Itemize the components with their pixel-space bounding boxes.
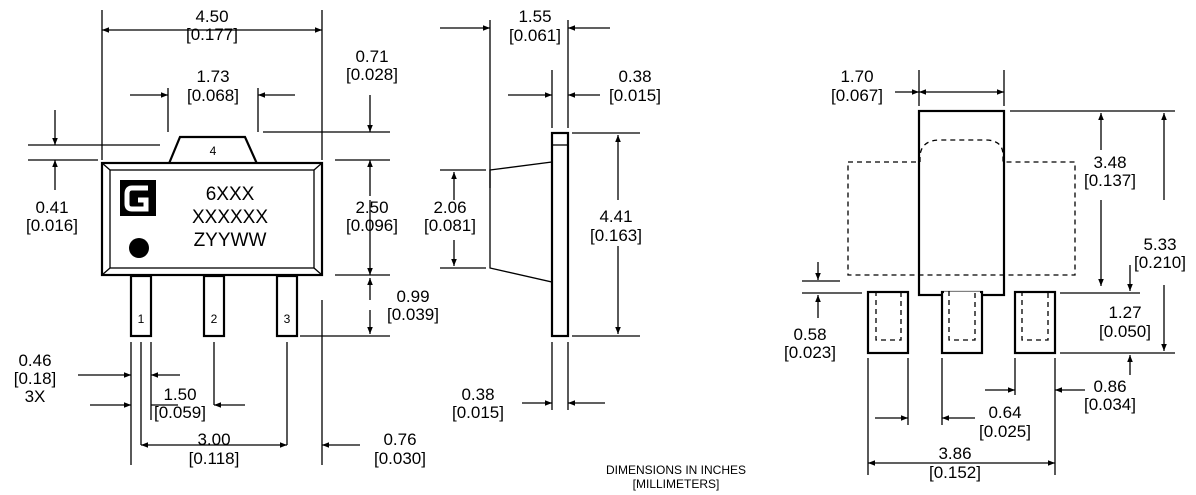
dim-pad-height-large-mm: 3.48 <box>1093 153 1126 172</box>
dim-pad-width-small-mm: 0.86 <box>1093 377 1126 396</box>
dim-body-width-mm: 4.50 <box>195 7 228 26</box>
dim-pad-width-large-mm: 1.70 <box>840 67 873 86</box>
dim-pad-gap-in: [0.025] <box>979 422 1031 441</box>
dim-lead-pitch-mm: 1.50 <box>163 385 196 404</box>
package-body-inner <box>109 169 315 269</box>
dim-body-taper-mm: 2.06 <box>433 198 466 217</box>
pad-large <box>917 109 1006 297</box>
dim-lead-pitch-in: [0.059] <box>154 403 206 422</box>
dim-lead-thickness-top-mm: 0.38 <box>618 67 651 86</box>
pad-center-lead <box>940 290 984 355</box>
dim-lead-width-qty: 3X <box>25 387 46 406</box>
dim-total-width-in: [0.152] <box>929 463 981 482</box>
dim-thickness-mm: 1.55 <box>518 7 551 26</box>
marking-line-1: 6XXX <box>206 184 255 205</box>
pad-small-2 <box>1013 290 1057 355</box>
dim-total-width-mm: 3.86 <box>938 444 971 463</box>
pin-label-1: 1 <box>138 312 145 326</box>
dim-tab-height-mm: 0.71 <box>355 47 388 66</box>
dim-lead-thickness-bottom-mm: 0.38 <box>461 385 494 404</box>
dim-overall-height-in: [0.163] <box>590 226 642 245</box>
side-view: 1.55 [0.061] 0.38 [0.015] 2.06 [0.081] 4… <box>424 7 661 422</box>
side-lead-frame <box>550 131 570 338</box>
dim-body-taper-in: [0.081] <box>424 216 476 235</box>
pin-label-3: 3 <box>284 312 291 326</box>
dim-pad-width-large-in: [0.067] <box>831 86 883 105</box>
package-outline-dashed <box>847 139 1076 276</box>
units-note-line-1: DIMENSIONS IN INCHES <box>606 463 746 477</box>
dim-tab-offset-in: [0.016] <box>26 216 78 235</box>
pin1-dot <box>129 238 149 258</box>
top-view: 4 6XXX XXXXXX ZYYWW 1 2 3 4.50 [0.177] 1… <box>14 7 439 468</box>
dim-lead-width-in: [0.18] <box>14 369 57 388</box>
dim-lead-edge-mm: 0.76 <box>383 430 416 449</box>
dim-total-height-mm: 5.33 <box>1143 235 1176 254</box>
dim-pad-height-small-in: [0.050] <box>1099 322 1151 341</box>
dim-tab-width-mm: 1.73 <box>196 67 229 86</box>
dim-tab-height-in: [0.028] <box>346 65 398 84</box>
marking-line-2: XXXXXX <box>192 207 268 228</box>
dim-lead-thickness-top-in: [0.015] <box>609 86 661 105</box>
dim-gap-in: [0.023] <box>784 343 836 362</box>
dim-lead-width-mm: 0.46 <box>18 351 51 370</box>
dim-pad-gap-mm: 0.64 <box>988 403 1021 422</box>
pin-label-4: 4 <box>210 144 217 158</box>
dim-lead-length-mm: 0.99 <box>396 287 429 306</box>
lead-1 <box>129 274 153 338</box>
pad-small-1 <box>866 290 910 355</box>
marking-line-3: ZYYWW <box>194 230 267 251</box>
dim-overall-height-mm: 4.41 <box>599 207 632 226</box>
pin-label-2: 2 <box>211 312 218 326</box>
dim-total-height-in: [0.210] <box>1134 253 1186 272</box>
dim-gap-mm: 0.58 <box>793 325 826 344</box>
dim-pad-width-small-in: [0.034] <box>1084 395 1136 414</box>
units-note-line-2: [MILLIMETERS] <box>633 477 720 491</box>
dim-tab-offset-mm: 0.41 <box>35 198 68 217</box>
company-logo-icon <box>120 180 156 216</box>
lead-2 <box>202 274 226 338</box>
dim-pad-height-large-in: [0.137] <box>1084 171 1136 190</box>
dim-body-height-in: [0.096] <box>346 216 398 235</box>
dim-tab-width-in: [0.068] <box>187 86 239 105</box>
side-body-taper <box>489 161 553 283</box>
dim-body-height-mm: 2.50 <box>355 198 388 217</box>
dim-lead-span-mm: 3.00 <box>197 430 230 449</box>
dim-pad-height-small-mm: 1.27 <box>1108 303 1141 322</box>
dim-lead-edge-in: [0.030] <box>374 449 426 468</box>
dim-lead-thickness-bottom-in: [0.015] <box>452 403 504 422</box>
lead-3 <box>275 274 299 338</box>
footprint-view: 1.70 [0.067] 3.48 [0.137] 5.33 [0.210] 0… <box>784 67 1186 482</box>
dim-lead-span-in: [0.118] <box>189 449 240 468</box>
dim-thickness-in: [0.061] <box>509 26 561 45</box>
dim-lead-length-in: [0.039] <box>387 305 439 324</box>
dim-body-width-in: [0.177] <box>186 25 238 44</box>
